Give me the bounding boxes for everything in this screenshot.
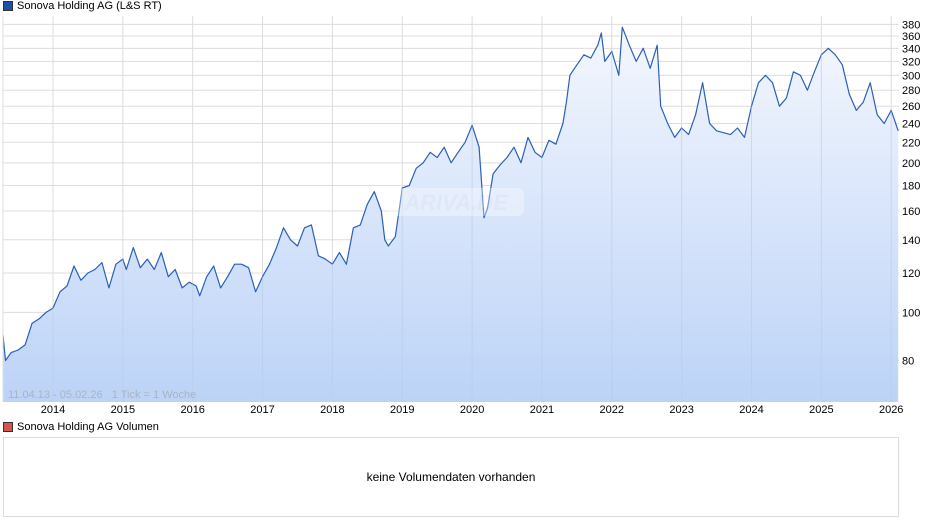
x-tick-label: 2020: [460, 404, 484, 416]
x-tick-label: 2015: [111, 404, 135, 416]
price-legend-swatch: [3, 1, 13, 11]
price-chart: ARIVA.DE 11.04.13 - 05.02.26 1 Tick = 1 …: [2, 16, 920, 416]
y-tick-label: 180: [902, 181, 920, 193]
x-tick-label: 2014: [41, 404, 65, 416]
y-tick-label: 200: [902, 158, 920, 170]
price-legend: Sonova Holding AG (L&S RT): [3, 0, 162, 12]
x-axis: 2014 2015 2016 2017 2018 2019 2020 2021 2022 2023…: [41, 404, 904, 416]
x-tick-label: 2016: [180, 404, 204, 416]
y-tick-label: 120: [902, 268, 920, 280]
y-tick-label: 380: [902, 19, 920, 31]
x-tick-label: 2023: [669, 404, 693, 416]
x-tick-label: 2017: [250, 404, 274, 416]
y-tick-label: 260: [902, 101, 920, 113]
y-tick-label: 300: [902, 70, 920, 82]
x-tick-label: 2018: [320, 404, 344, 416]
y-tick-label: 240: [902, 118, 920, 130]
watermark: ARIVA.DE: [388, 188, 524, 216]
volume-panel: keine Volumendaten vorhanden: [3, 437, 899, 517]
x-tick-label: 2026: [879, 404, 903, 416]
volume-legend-swatch: [3, 422, 13, 432]
no-volume-message: keine Volumendaten vorhanden: [366, 470, 536, 484]
y-tick-label: 320: [902, 56, 920, 68]
y-tick-label: 80: [902, 355, 914, 367]
x-tick-label: 2019: [390, 404, 414, 416]
y-tick-label: 340: [902, 43, 920, 55]
svg-text:ARIVA.DE: ARIVA.DE: [403, 190, 509, 215]
x-tick-label: 2025: [809, 404, 833, 416]
y-axis: 80 100 120 140 160 180 200 220 240 260 280 300 32034…: [902, 19, 920, 367]
y-tick-label: 140: [902, 235, 920, 247]
y-tick-label: 280: [902, 85, 920, 97]
price-line: [2, 26, 899, 362]
y-tick-label: 360: [902, 31, 920, 43]
price-legend-label: Sonova Holding AG (L&S RT): [17, 0, 162, 12]
volume-legend-label: Sonova Holding AG Volumen: [17, 421, 159, 433]
x-tick-label: 2022: [600, 404, 624, 416]
volume-legend: Sonova Holding AG Volumen: [3, 421, 159, 433]
y-tick-label: 160: [902, 206, 920, 218]
y-tick-label: 220: [902, 137, 920, 149]
date-range-label: 11.04.13 - 05.02.26 1 Tick = 1 Woche: [8, 389, 196, 401]
x-tick-label: 2021: [530, 404, 554, 416]
y-tick-label: 100: [902, 307, 920, 319]
price-area: [3, 27, 899, 402]
x-tick-label: 2024: [739, 404, 763, 416]
